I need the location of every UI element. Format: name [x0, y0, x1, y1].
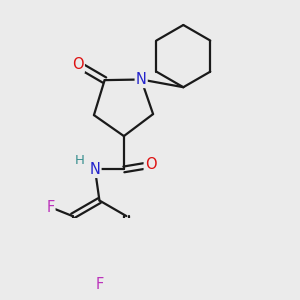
Text: H: H	[74, 154, 84, 167]
Text: N: N	[90, 162, 101, 177]
Text: N: N	[136, 72, 147, 87]
Text: F: F	[46, 200, 54, 215]
Text: F: F	[95, 278, 104, 292]
Text: O: O	[145, 158, 156, 172]
Text: O: O	[72, 57, 84, 72]
